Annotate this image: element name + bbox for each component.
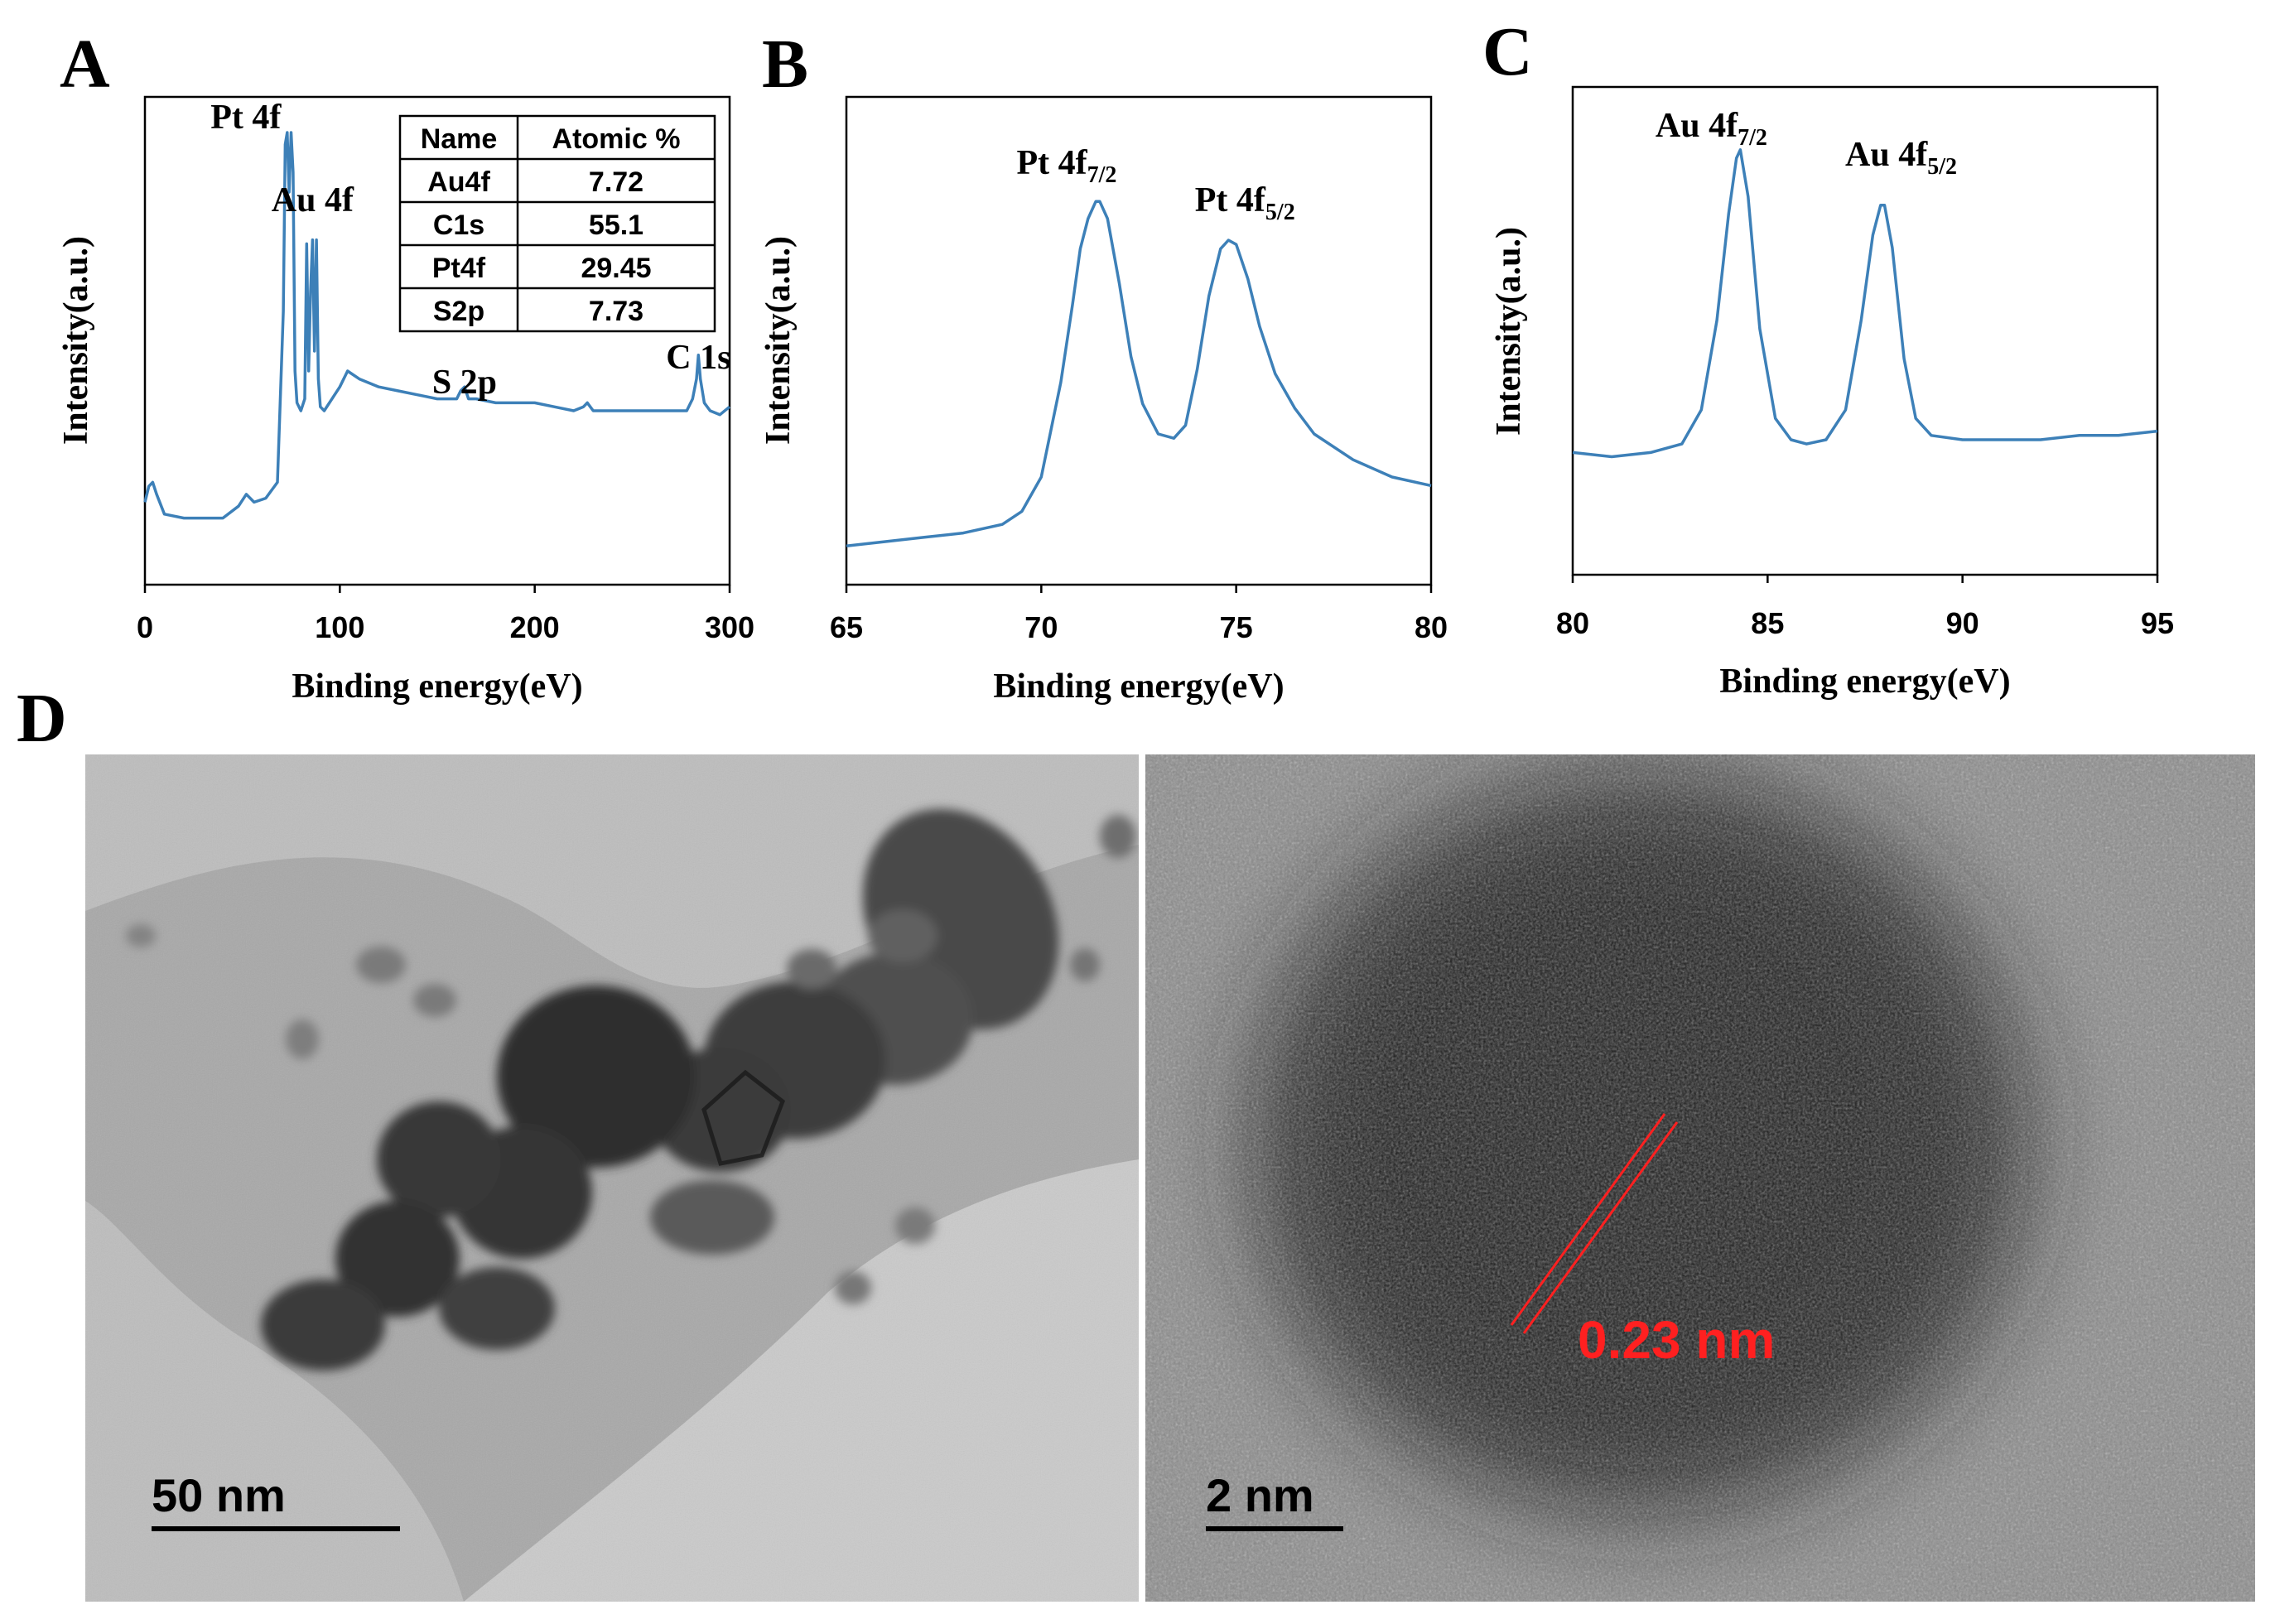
peak-label: Pt 4f7/2 — [1016, 144, 1116, 188]
tem-right-noise — [1145, 754, 2255, 1602]
chart-a-x-axis-label: Binding energy(eV) — [292, 667, 582, 706]
panel-letter-b: B — [762, 26, 808, 103]
nanoparticle — [377, 1101, 501, 1217]
nanoparticle — [261, 1279, 385, 1371]
lattice-line-2 — [1522, 1121, 1679, 1334]
lattice-spacing-label: 0.23 nm — [1578, 1310, 1775, 1370]
atomic-table-border — [398, 114, 716, 333]
peak-label: Au 4f5/2 — [1845, 136, 1957, 180]
table-cell: 29.45 — [581, 253, 651, 284]
table-header-atomic: Atomic % — [552, 123, 681, 155]
x-tick-label: 65 — [830, 610, 863, 644]
chart-b-annotations: Pt 4f7/2 Pt 4f5/2 — [1016, 144, 1294, 225]
nanoparticle — [868, 909, 937, 962]
nanoparticle — [650, 1180, 774, 1255]
x-tick-label: 200 — [510, 610, 560, 644]
chart-a-frame — [143, 95, 731, 586]
table-cell: C1s — [433, 210, 484, 241]
chart-c-frame — [1571, 85, 2159, 576]
nanoparticle — [335, 1201, 460, 1317]
x-tick-label: 75 — [1220, 610, 1253, 644]
x-tick-label: 80 — [1415, 610, 1448, 644]
tem-right: 0.23 nm 2 nm — [1145, 754, 2255, 1602]
chart-c: 80 85 90 95 Binding energy(eV) Intensity(a.… — [1490, 85, 2174, 701]
table-header-name: Name — [421, 123, 498, 155]
nanoparticle — [787, 949, 836, 989]
nanoparticle — [413, 984, 456, 1017]
x-tick-label: 90 — [1946, 606, 1979, 640]
x-tick-label: 100 — [315, 610, 364, 644]
table-cell: 7.72 — [589, 166, 643, 198]
table-cell: 7.73 — [589, 296, 643, 327]
chart-c-y-axis-label: Intensity(a.u.) — [1490, 227, 1528, 436]
nanoparticle — [497, 985, 696, 1168]
x-tick-label: 95 — [2141, 606, 2174, 640]
atomic-table: Name Atomic % Au4f 7.72 C1s 55.1 Pt4f 29… — [398, 114, 716, 333]
nanoparticle — [356, 947, 406, 983]
lattice-line-1 — [1510, 1113, 1666, 1326]
nanoparticle — [286, 1019, 319, 1059]
nanoparticle — [1100, 815, 1136, 858]
peak-label: Au 4f — [272, 181, 354, 219]
chart-b-x-axis-label: Binding energy(eV) — [993, 667, 1284, 706]
nanoparticle — [1070, 948, 1100, 981]
faceted-particle-edge — [701, 1069, 785, 1166]
peak-label: Pt 4f5/2 — [1195, 181, 1295, 225]
nanoparticle — [895, 1207, 935, 1244]
tem-left: 50 nm — [85, 754, 1139, 1602]
table-cell: S2p — [433, 296, 484, 327]
peak-label: Au 4f7/2 — [1656, 107, 1767, 151]
panel-letter-c: C — [1482, 13, 1533, 90]
scale-label-left: 50 nm — [152, 1469, 286, 1521]
chart-c-x-axis-label: Binding energy(eV) — [1719, 663, 2010, 701]
table-cell: Pt4f — [432, 253, 486, 284]
table-cell: Au4f — [427, 166, 490, 198]
peak-label: S 2p — [432, 364, 497, 402]
chart-a-x-ticks: 0 100 200 300 — [137, 585, 754, 644]
chart-b-x-ticks: 65 70 75 80 — [830, 585, 1448, 644]
x-tick-label: 300 — [705, 610, 754, 644]
peak-label: Pt 4f — [210, 99, 282, 137]
x-tick-label: 70 — [1024, 610, 1058, 644]
panel-letter-a: A — [60, 26, 110, 103]
nanoparticle-cluster — [126, 808, 1136, 1371]
chart-b: 65 70 75 80 Binding energy(eV) Intensity(a.… — [759, 95, 1448, 706]
chart-a: 0 100 200 300 Binding energy(eV) Intensity(… — [57, 95, 754, 706]
nanoparticle — [835, 1271, 871, 1304]
panel-letter-d: D — [17, 680, 67, 757]
chart-c-series-line — [1572, 148, 2158, 459]
x-tick-label: 80 — [1556, 606, 1589, 640]
peak-label: C 1s — [666, 339, 730, 377]
chart-b-y-axis-label: Intensity(a.u.) — [759, 236, 798, 445]
chart-b-series-line — [846, 200, 1432, 547]
chart-a-series-line — [143, 131, 731, 520]
x-tick-label: 85 — [1751, 606, 1784, 640]
chart-b-frame — [845, 95, 1433, 586]
x-tick-label: 0 — [137, 610, 153, 644]
scale-label-right: 2 nm — [1206, 1469, 1314, 1521]
chart-c-annotations: Au 4f7/2 Au 4f5/2 — [1656, 107, 1957, 180]
chart-c-x-ticks: 80 85 90 95 — [1556, 575, 2174, 640]
chart-a-y-axis-label: Intensity(a.u.) — [57, 236, 95, 445]
nanoparticle — [439, 1267, 555, 1350]
nanoparticle — [126, 924, 156, 947]
chart-a-annotations: Pt 4f Au 4f S 2p C 1s — [210, 99, 730, 402]
table-cell: 55.1 — [589, 210, 643, 241]
